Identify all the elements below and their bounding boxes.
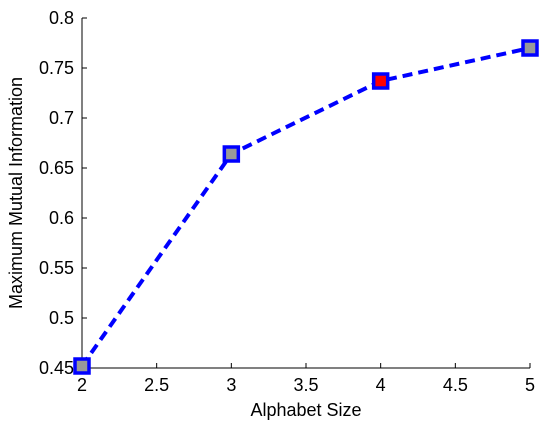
data-point-marker xyxy=(371,72,390,90)
y-axis-label: Maximum Mutual Information xyxy=(6,77,26,309)
y-tick-label: 0.45 xyxy=(39,358,74,378)
y-tick-label: 0.7 xyxy=(49,108,74,128)
x-tick-label: 5 xyxy=(525,375,535,395)
data-point-marker xyxy=(521,39,539,57)
x-tick-label: 2.5 xyxy=(144,375,169,395)
y-tick-label: 0.65 xyxy=(39,158,74,178)
series-layer xyxy=(73,39,539,375)
x-axis-label: Alphabet Size xyxy=(250,400,361,420)
x-tick-label: 3.5 xyxy=(293,375,318,395)
y-tick-label: 0.8 xyxy=(49,8,74,28)
series-line xyxy=(80,46,531,368)
y-tick-label: 0.55 xyxy=(39,258,74,278)
y-tick-label: 0.5 xyxy=(49,308,74,328)
x-tick-label: 2 xyxy=(77,375,87,395)
data-point-marker xyxy=(222,145,241,163)
data-point-marker xyxy=(73,357,91,375)
x-tick-label: 4.5 xyxy=(443,375,468,395)
x-tick-label: 4 xyxy=(376,375,386,395)
ticks: 2 2.5 3 3.5 4 4.5 5 0.45 0.5 0.55 0.6 0.65 0.7 0.75 0.… xyxy=(39,8,535,395)
y-tick-label: 0.75 xyxy=(39,58,74,78)
x-tick-label: 3 xyxy=(226,375,236,395)
y-tick-label: 0.6 xyxy=(49,208,74,228)
axes xyxy=(81,18,530,369)
